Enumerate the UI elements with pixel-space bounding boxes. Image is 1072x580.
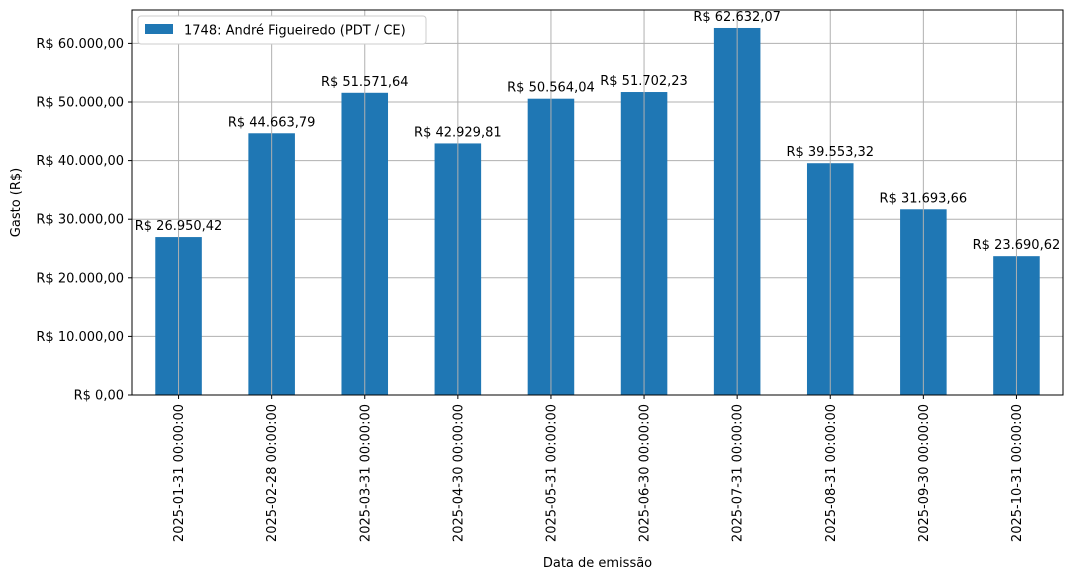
x-tick-label: 2025-09-30 00:00:00 [917, 404, 932, 542]
bar-value-label: R$ 23.690,62 [973, 238, 1061, 253]
bar-value-label: R$ 31.693,66 [880, 191, 968, 206]
bar-value-label: R$ 51.702,23 [600, 74, 688, 89]
x-tick-label: 2025-08-31 00:00:00 [824, 404, 839, 542]
legend-box [137, 15, 427, 45]
bars [155, 27, 1040, 396]
legend-label: 1748: André Figueiredo (PDT / CE) [184, 24, 406, 39]
x-tick-label: 2025-02-28 00:00:00 [265, 404, 280, 542]
bar-value-label: R$ 50.564,04 [507, 81, 595, 96]
legend[interactable]: 1748: André Figueiredo (PDT / CE) [137, 15, 427, 45]
y-tick-label: R$ 20.000,00 [36, 271, 124, 286]
x-tick-label: 2025-10-31 00:00:00 [1010, 404, 1025, 542]
bar-value-label: R$ 26.950,42 [135, 219, 223, 234]
x-tick-label: 2025-06-30 00:00:00 [638, 404, 653, 542]
y-tick-label: R$ 30.000,00 [36, 213, 124, 228]
y-axis: R$ 0,00 R$ 10.000,00 R$ 20.000,00 R$ 30.000… [36, 37, 132, 404]
bar-value-label: R$ 62.632,07 [693, 10, 781, 25]
y-tick-label: R$ 50.000,00 [36, 96, 124, 111]
x-axis-title: Data de emissão [543, 556, 652, 571]
plot-frame [131, 9, 1064, 396]
y-tick-label: R$ 60.000,00 [36, 37, 124, 52]
y-axis-title: Gasto (R$) [9, 168, 24, 237]
data-labels: R$ 26.950,42 R$ 44.663,79 R$ 51.571,64 R$ 4… [135, 10, 1061, 253]
x-tick-label: 2025-05-31 00:00:00 [544, 404, 559, 542]
x-tick-label: 2025-04-30 00:00:00 [451, 404, 466, 542]
x-tick-label: 2025-01-31 00:00:00 [172, 404, 187, 542]
bar-value-label: R$ 39.553,32 [786, 145, 874, 160]
legend-swatch [145, 24, 173, 34]
bar-value-label: R$ 42.929,81 [414, 125, 502, 140]
y-tick-label: R$ 10.000,00 [36, 330, 124, 345]
x-axis: 2025-01-31 00:00:00 2025-02-28 00:00:00 20… [172, 395, 1025, 542]
y-tick-label: R$ 0,00 [74, 389, 124, 404]
y-tick-label: R$ 40.000,00 [36, 154, 124, 169]
x-tick-label: 2025-03-31 00:00:00 [358, 404, 373, 542]
x-tick-label: 2025-07-31 00:00:00 [731, 404, 746, 542]
bar-value-label: R$ 51.571,64 [321, 75, 409, 90]
bar-value-label: R$ 44.663,79 [228, 115, 316, 130]
